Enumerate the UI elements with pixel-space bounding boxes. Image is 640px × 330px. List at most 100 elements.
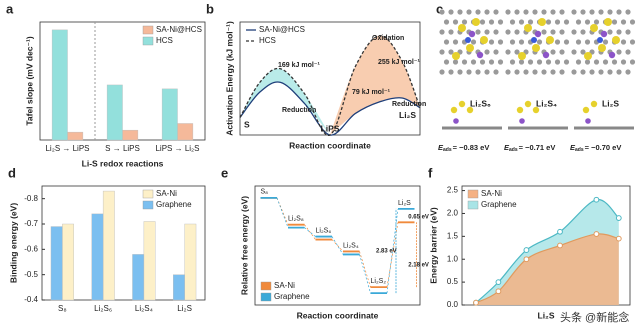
energy-symbol: E (504, 143, 510, 152)
point (557, 242, 563, 249)
annotation: 2.83 eV (376, 249, 397, 255)
sulfur-atom (546, 36, 554, 44)
carbon-atom (589, 69, 595, 75)
lithium-atom (453, 118, 459, 124)
carbon-atom (554, 19, 561, 25)
carbon-atom (584, 59, 591, 65)
carbon-atom (523, 69, 529, 75)
sulfur-atom (516, 106, 524, 114)
sulfur-atom (466, 106, 474, 114)
annotation: 2.18 eV (408, 262, 429, 268)
carbon-atom (625, 9, 631, 15)
state-label: Li₂S (399, 110, 416, 120)
x-axis-title: Li-S redox reactions (82, 158, 164, 168)
carbon-atom (488, 39, 495, 45)
carbon-atom (625, 69, 631, 75)
bar (173, 274, 185, 301)
panel-letter: d (8, 165, 16, 180)
sulfur-atom (524, 100, 532, 108)
carbon-atom (509, 19, 516, 25)
sulfur-atom (458, 24, 466, 32)
carbon-atom (584, 39, 591, 45)
carbon-atom (439, 49, 445, 55)
carbon-atom (493, 9, 499, 15)
carbon-atom (470, 39, 477, 45)
carbon-atom (532, 69, 538, 75)
annotation: Oxidation (372, 35, 404, 42)
carbon-atom (616, 69, 622, 75)
bar (67, 131, 84, 141)
connector (304, 224, 316, 240)
lithium-atom (519, 118, 525, 124)
x-axis-title: Li₂S (538, 310, 555, 320)
carbon-atom (505, 9, 511, 15)
legend-label: HCS (259, 36, 276, 45)
carbon-atom (625, 29, 631, 35)
annotation: 0.65 eV (408, 214, 429, 220)
x-axis-title: Reaction coordinate (289, 140, 371, 150)
carbon-atom (620, 39, 627, 45)
carbon-atom (514, 69, 520, 75)
legend-swatch (142, 200, 154, 210)
sulfur-atom (518, 52, 526, 60)
legend-label: SA-Ni (156, 189, 177, 198)
bar (177, 123, 194, 141)
carbon-atom (461, 19, 468, 25)
lithium-atom (534, 30, 542, 38)
carbon-atom (484, 69, 490, 75)
y-tick-label: 1.0 (447, 254, 459, 263)
bar (143, 221, 156, 301)
carbon-atom (439, 9, 445, 15)
x-tick-label: Li₂S₆ (94, 304, 112, 313)
nickel-atom (465, 37, 471, 43)
carbon-atom (559, 29, 565, 35)
carbon-atom (611, 59, 618, 65)
sulfur-atom (612, 36, 620, 44)
carbon-atom (505, 29, 511, 35)
carbon-atom (616, 9, 622, 15)
y-axis-title: Relative free energy (eV) (239, 196, 249, 295)
carbon-atom (616, 29, 622, 35)
carbon-atom (580, 49, 586, 55)
lithium-atom (542, 51, 550, 59)
carbon-atom (475, 29, 481, 35)
legend-label: SA-Ni@HCS (156, 25, 202, 34)
carbon-atom (493, 69, 499, 75)
state-label: Li₂S₆ (316, 227, 332, 234)
sulfur-atom (480, 36, 488, 44)
carbon-atom (559, 49, 565, 55)
carbon-atom (475, 69, 481, 75)
bar (106, 84, 123, 141)
point (557, 228, 563, 235)
energy-subscript: ads (509, 147, 518, 153)
carbon-atom (497, 39, 504, 45)
carbon-atom (479, 19, 486, 25)
point (523, 256, 530, 263)
carbon-atom (448, 9, 454, 15)
carbon-atom (607, 9, 613, 15)
state-label: Li₂S (398, 200, 411, 207)
carbon-atom (545, 19, 552, 25)
y-tick-label: 2.0 (447, 209, 459, 218)
connector (276, 197, 289, 228)
sulfur-atom (532, 44, 540, 52)
carbon-atom (559, 9, 565, 15)
legend-swatch (467, 200, 479, 210)
plot-frame (41, 185, 206, 301)
legend-label: HCS (156, 36, 173, 45)
carbon-atom (466, 69, 472, 75)
carbon-atom (497, 19, 504, 25)
sulfur-atom (538, 18, 546, 26)
carbon-atom (518, 59, 525, 65)
carbon-atom (523, 9, 529, 15)
lithium-atom (608, 51, 616, 59)
carbon-atom (518, 39, 525, 45)
bar (102, 190, 115, 301)
carbon-atom (541, 9, 547, 15)
legend-swatch (142, 189, 154, 199)
legend-swatch (467, 189, 479, 199)
carbon-atom (505, 69, 511, 75)
sulfur-atom (604, 18, 612, 26)
area (476, 233, 619, 305)
